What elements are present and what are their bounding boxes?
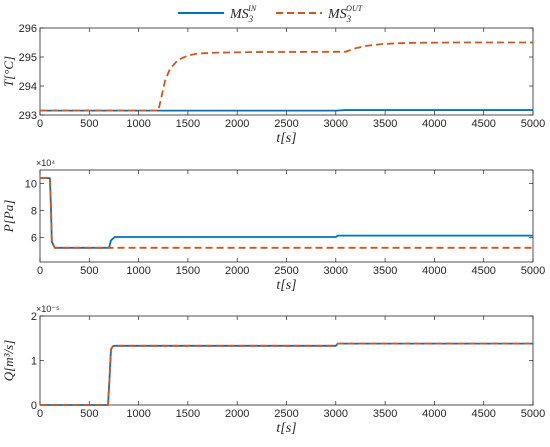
y-tick-label: 10 [25,179,37,191]
y-tick-label: 2 [31,311,37,323]
x-tick-label: 5000 [521,265,545,277]
y-tick-label: 295 [19,52,37,64]
y-tick-label: 296 [19,23,37,35]
x-tick-label: 1500 [176,118,200,130]
x-tick-label: 2000 [225,118,249,130]
x-tick-label: 3000 [324,265,348,277]
x-tick-label: 4500 [471,408,495,420]
y-axis-label: P[Pa] [1,200,16,234]
x-tick-label: 1500 [176,265,200,277]
x-axis-label: t[s] [276,278,296,293]
axis-exponent-label: ×10⁴ [36,158,55,168]
x-tick-label: 0 [37,408,43,420]
x-tick-label: 0 [37,265,43,277]
legend: MS3IN MS3OUT [170,2,382,24]
y-axis-label: Q[m³/s] [1,340,16,381]
x-tick-label: 3500 [373,408,397,420]
x-axis-label: t[s] [276,131,296,146]
x-tick-label: 4500 [471,265,495,277]
series-line-out [40,342,533,406]
x-tick-label: 3000 [324,118,348,130]
x-tick-label: 3500 [373,265,397,277]
x-tick-label: 0 [37,118,43,130]
x-tick-label: 500 [80,408,98,420]
series-line-in [40,109,533,112]
x-tick-label: 500 [80,265,98,277]
y-axis-label: T[°C] [1,56,16,87]
chart-panel-3: 0 500 1000 1500 2000 2500 3000 3500 4000 4500 5000… [1,304,545,436]
y-tick-label: 8 [31,206,37,218]
series-line-out [40,177,533,249]
x-tick-label: 4000 [422,118,446,130]
x-tick-label: 500 [80,118,98,130]
x-tick-label: 1000 [126,118,150,130]
x-tick-label: 3000 [324,408,348,420]
x-tick-label: 2500 [274,265,298,277]
y-tick-label: 6 [31,233,37,245]
y-tick-label: 0 [31,400,37,412]
x-tick-label: 5000 [521,408,545,420]
x-tick-label: 1500 [176,408,200,420]
x-tick-label: 2000 [225,265,249,277]
x-tick-label: 1000 [126,408,150,420]
x-tick-label: 2000 [225,408,249,420]
legend-in-label: MS3IN [229,4,257,24]
chart-panel-2: 0 500 1000 1500 2000 2500 3000 3500 4000 4500 5000… [1,158,545,293]
x-tick-label: 2500 [274,118,298,130]
y-tick-label: 294 [19,81,37,93]
x-tick-label: 3500 [373,118,397,130]
chart-panel-1: 0 500 1000 1500 2000 2500 3000 3500 4000 4500 5000… [1,23,545,146]
series-line-out [40,41,533,112]
y-tick-label: 293 [19,110,37,122]
x-axis-label: t[s] [276,421,296,436]
axis-exponent-label: ×10⁻⁵ [36,304,60,314]
x-tick-label: 4000 [422,265,446,277]
plot-area-1 [39,27,534,116]
x-tick-label: 5000 [521,118,545,130]
y-tick-label: 1 [31,356,37,368]
plot-area-3 [39,315,534,406]
x-tick-label: 4500 [471,118,495,130]
x-tick-label: 1000 [126,265,150,277]
x-tick-label: 4000 [422,408,446,420]
plot-area-2 [39,169,534,263]
x-tick-label: 2500 [274,408,298,420]
